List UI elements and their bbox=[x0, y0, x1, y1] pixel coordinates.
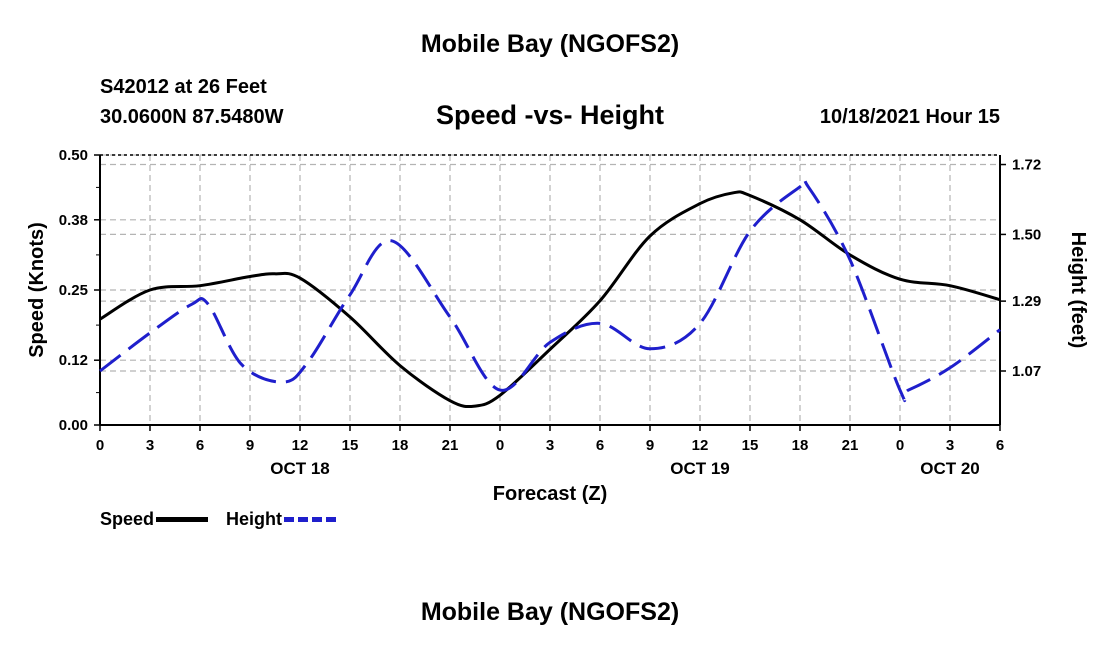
day-label: OCT 20 bbox=[920, 459, 980, 478]
x-tick-label: 6 bbox=[996, 437, 1004, 454]
y-tick-label-left: 0.25 bbox=[59, 282, 88, 299]
x-tick-label: 15 bbox=[342, 437, 359, 454]
x-tick-label: 0 bbox=[896, 437, 904, 454]
station-label: S42012 at 26 Feet bbox=[100, 76, 267, 98]
x-tick-label: 21 bbox=[442, 437, 459, 454]
y-tick-label-right: 1.72 bbox=[1012, 157, 1041, 174]
legend-height-swatch bbox=[284, 517, 337, 522]
legend-speed-label: Speed bbox=[100, 509, 155, 529]
x-tick-label: 3 bbox=[946, 437, 954, 454]
forecast-datetime: 10/18/2021 Hour 15 bbox=[819, 106, 1000, 128]
y-axis-title-right: Height (feet) bbox=[1067, 232, 1089, 349]
x-tick-label: 18 bbox=[792, 437, 809, 454]
day-label: OCT 18 bbox=[270, 459, 330, 478]
chart-subtitle: Speed -vs- Height bbox=[435, 100, 665, 130]
x-tick-label: 6 bbox=[596, 437, 604, 454]
y-tick-label-right: 1.07 bbox=[1012, 363, 1041, 380]
x-tick-label: 0 bbox=[496, 437, 504, 454]
y-tick-label-right: 1.29 bbox=[1012, 293, 1041, 310]
footer-title: Mobile Bay (NGOFS2) bbox=[420, 598, 680, 626]
x-tick-label: 0 bbox=[96, 437, 104, 454]
coordinates-label: 30.0600N 87.5480W bbox=[100, 106, 284, 128]
y-tick-label-left: 0.12 bbox=[59, 352, 88, 369]
x-tick-label: 12 bbox=[692, 437, 709, 454]
y-tick-label-left: 0.00 bbox=[59, 417, 88, 434]
height-series-line bbox=[99, 177, 1001, 403]
x-tick-label: 9 bbox=[646, 437, 654, 454]
x-tick-label: 9 bbox=[246, 437, 254, 454]
legend-speed-swatch bbox=[156, 517, 209, 522]
legend: Speed Height bbox=[100, 509, 354, 530]
x-tick-label: 6 bbox=[196, 437, 204, 454]
x-tick-label: 12 bbox=[292, 437, 309, 454]
legend-item-height: Height bbox=[226, 509, 337, 530]
y-tick-label-left: 0.50 bbox=[59, 147, 88, 164]
y-tick-label-right: 1.50 bbox=[1012, 226, 1041, 243]
x-tick-label: 21 bbox=[842, 437, 859, 454]
day-label: OCT 19 bbox=[670, 459, 730, 478]
y-axis-title-left: Speed (Knots) bbox=[26, 222, 48, 358]
speed-series-line bbox=[99, 190, 1001, 409]
x-tick-label: 15 bbox=[742, 437, 759, 454]
y-tick-label-left: 0.38 bbox=[59, 212, 88, 229]
x-tick-label: 3 bbox=[546, 437, 554, 454]
chart-main-title: Mobile Bay (NGOFS2) bbox=[420, 30, 680, 58]
legend-item-speed: Speed bbox=[100, 509, 209, 530]
x-tick-label: 18 bbox=[392, 437, 409, 454]
x-tick-label: 3 bbox=[146, 437, 154, 454]
x-axis-title: Forecast (Z) bbox=[493, 483, 607, 505]
legend-height-label: Height bbox=[226, 509, 283, 529]
